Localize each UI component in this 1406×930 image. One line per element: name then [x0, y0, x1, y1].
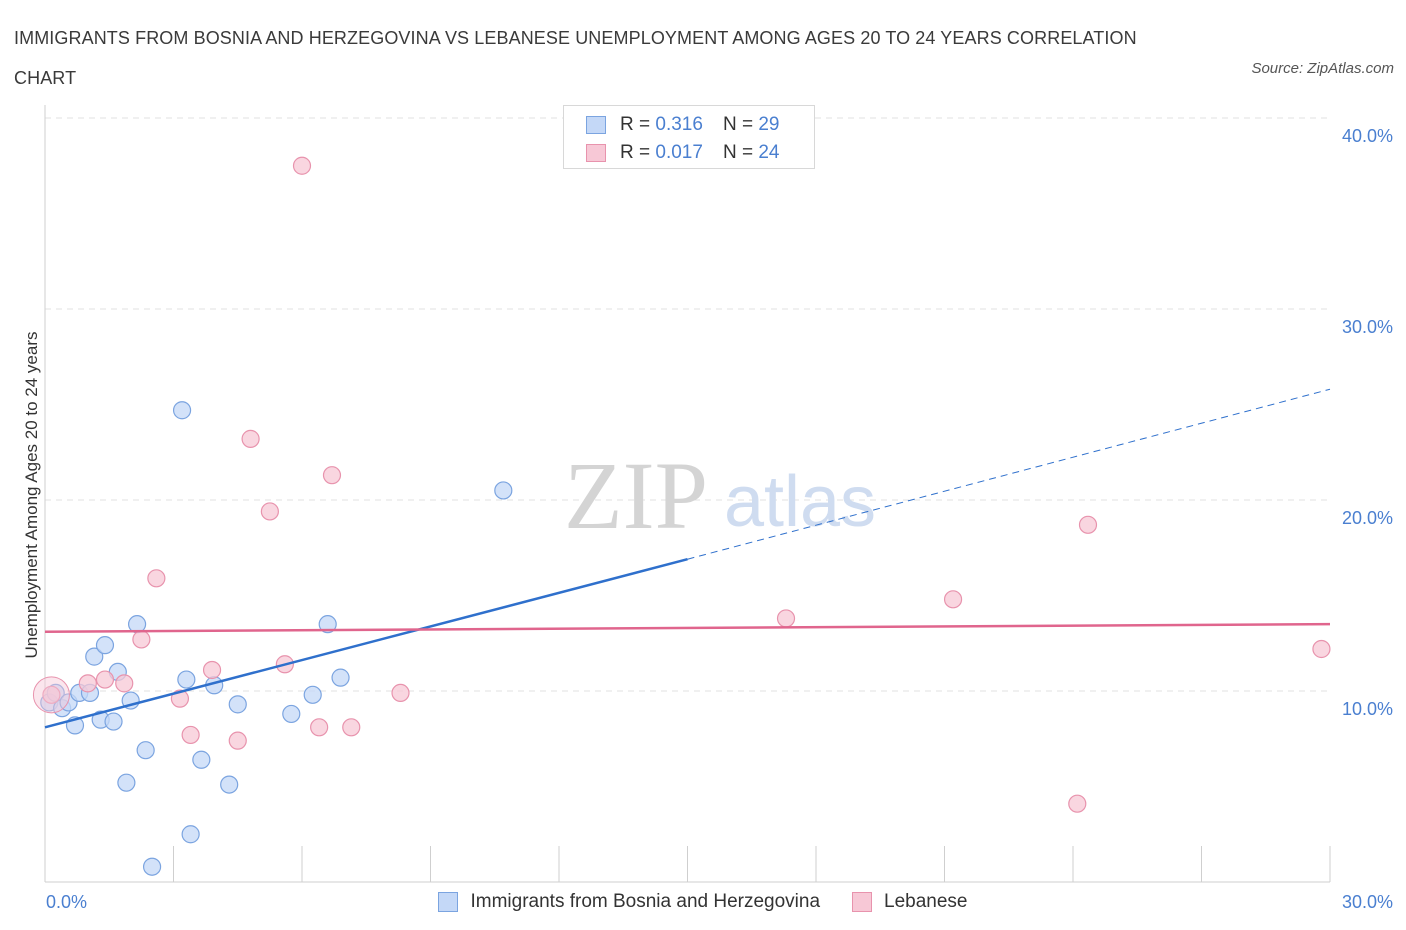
point-bosnia — [192, 750, 211, 769]
point-lebanese — [202, 660, 222, 680]
point-lebanese — [776, 609, 796, 628]
point-lebanese-cluster — [32, 676, 70, 714]
point-bosnia — [117, 773, 136, 792]
point-bosnia — [177, 670, 196, 689]
point-lebanese — [310, 718, 329, 737]
axes — [44, 105, 1331, 883]
y-tick-label: 30.0% — [1342, 317, 1393, 337]
trend-line-bosnia-extension — [687, 388, 1331, 560]
point-lebanese — [78, 674, 97, 693]
point-bosnia — [181, 825, 200, 844]
legend-row-pink: R = 0.017 N = 24 — [586, 139, 779, 167]
point-bosnia — [95, 636, 115, 655]
watermark-zip: ZIP — [564, 442, 708, 549]
series-legend-label: Lebanese — [884, 891, 968, 912]
watermark-atlas: atlas — [724, 462, 876, 542]
point-bosnia — [172, 401, 192, 420]
series-swatch-pink — [852, 892, 873, 912]
point-bosnia — [142, 857, 162, 876]
correlation-legend: R = 0.316 N = 29 R = 0.017 N = 24 — [563, 105, 815, 169]
trend-lines — [44, 388, 1331, 729]
point-lebanese — [115, 674, 134, 693]
point-lebanese — [322, 466, 342, 485]
legend-r-label: R = — [620, 114, 651, 135]
point-lebanese — [391, 683, 410, 703]
point-lebanese — [1078, 515, 1098, 534]
point-bosnia — [494, 481, 513, 500]
chart-title: IMMIGRANTS FROM BOSNIA AND HERZEGOVINA V… — [14, 28, 1137, 88]
y-tick-label: 10.0% — [1342, 699, 1393, 719]
series-legend: Immigrants from Bosnia and Herzegovina L… — [0, 888, 1406, 916]
point-bosnia — [136, 741, 155, 760]
point-lebanese — [42, 685, 61, 704]
x-tick-label: 30.0% — [1342, 892, 1393, 912]
tick-labels: 10.0% 20.0% 30.0% 40.0% 0.0% 30.0% — [46, 126, 1393, 912]
point-lebanese — [147, 569, 166, 588]
legend-r-label: R = — [620, 142, 651, 163]
point-lebanese — [95, 670, 115, 689]
series-legend-label: Immigrants from Bosnia and Herzegovina — [470, 891, 821, 912]
y-axis-label: Unemployment Among Ages 20 to 24 years — [22, 332, 41, 659]
point-bosnia — [282, 704, 301, 724]
point-bosnia — [104, 712, 123, 731]
point-lebanese — [943, 590, 963, 609]
point-bosnia — [220, 775, 239, 794]
watermark: ZIP atlas — [564, 442, 876, 549]
point-bosnia — [331, 668, 350, 687]
point-lebanese — [260, 502, 279, 521]
x-tick-label: 0.0% — [46, 892, 87, 912]
point-bosnia — [318, 615, 337, 634]
legend-r-value: 0.316 — [655, 114, 703, 135]
point-lebanese — [292, 156, 312, 175]
trend-line-lebanese — [44, 622, 1331, 634]
point-bosnia — [85, 647, 104, 666]
point-lebanese — [1068, 794, 1087, 813]
legend-n-value: 29 — [758, 114, 780, 135]
point-lebanese — [181, 725, 200, 745]
legend-n-label: N = — [722, 114, 754, 135]
grid-lines — [45, 117, 1330, 692]
legend-n-value: 24 — [758, 142, 780, 163]
point-lebanese — [1312, 639, 1331, 659]
point-lebanese — [132, 630, 151, 649]
series-legend-item-lebanese: Lebanese — [852, 891, 968, 913]
legend-n-label: N = — [722, 142, 754, 163]
legend-r-value: 0.017 — [655, 142, 703, 163]
point-lebanese — [228, 731, 247, 750]
point-lebanese — [241, 429, 260, 448]
y-tick-label: 20.0% — [1342, 508, 1393, 528]
y-tick-label: 40.0% — [1342, 126, 1393, 146]
legend-row-blue: R = 0.316 N = 29 — [586, 111, 779, 139]
point-bosnia — [303, 685, 322, 704]
point-lebanese — [342, 718, 361, 737]
series-swatch-blue — [438, 892, 459, 912]
data-points — [32, 156, 1331, 876]
legend-swatch-pink — [586, 144, 606, 162]
source-label: Source: ZipAtlas.com — [1251, 60, 1394, 77]
series-legend-item-bosnia: Immigrants from Bosnia and Herzegovina — [438, 891, 820, 913]
point-bosnia — [228, 695, 247, 714]
legend-swatch-blue — [586, 116, 606, 134]
trend-line-bosnia — [44, 558, 688, 729]
